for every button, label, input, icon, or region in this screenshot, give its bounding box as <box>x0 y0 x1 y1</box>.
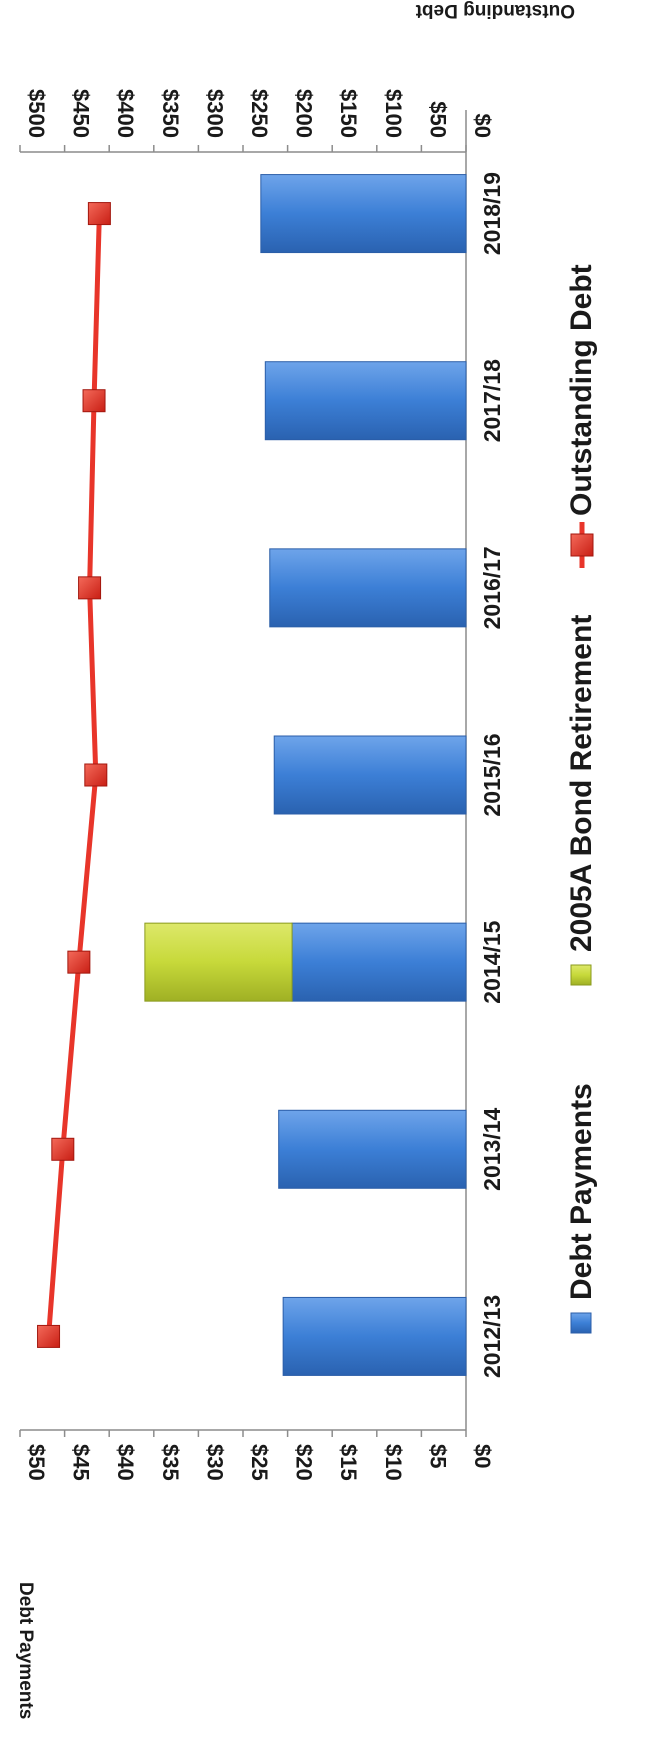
right-axis-tick-label: $200 <box>292 89 317 138</box>
left-axis-tick-label: $10 <box>381 1444 406 1481</box>
outstanding-debt-point <box>67 950 91 974</box>
outstanding-debt-point <box>87 202 111 226</box>
category-label: 2015/16 <box>479 733 505 816</box>
legend-label-outstanding-debt: Outstanding Debt <box>565 264 598 516</box>
outstanding-debt-point <box>84 763 108 787</box>
left-axis-tick-label: $20 <box>292 1444 317 1481</box>
category-label: 2012/13 <box>479 1295 505 1378</box>
legend-label-2005a-bond-retirement: 2005A Bond Retirement <box>565 615 598 952</box>
outstanding-debt-point <box>82 389 106 413</box>
right-axis-tick-label: $400 <box>113 89 138 138</box>
legend-swatch-debt-payments <box>570 1312 592 1334</box>
bar-debt-payments <box>269 548 467 628</box>
left-axis-tick-label: $30 <box>202 1444 227 1481</box>
bar-debt-payments <box>260 174 467 254</box>
left-axis-tick-label: $40 <box>113 1444 138 1481</box>
right-axis-tick-label: $300 <box>202 89 227 138</box>
left-axis-tick-label: $50 <box>24 1444 49 1481</box>
left-axis-tick-label: $45 <box>69 1444 94 1481</box>
right-axis-tick-label: $150 <box>336 89 361 138</box>
bar-debt-payments <box>282 1296 467 1376</box>
category-label: 2018/19 <box>479 172 505 255</box>
right-axis-tick-label: $250 <box>247 89 272 138</box>
bar-debt-payments <box>264 361 467 441</box>
category-label: 2013/14 <box>479 1108 505 1191</box>
left-axis-tick-label: $0 <box>470 1444 495 1468</box>
right-axis-tick-label: $450 <box>69 89 94 138</box>
left-axis-tick-label: $5 <box>425 1444 450 1468</box>
right-axis-tick-label: $0 <box>470 114 495 138</box>
legend-label-debt-payments: Debt Payments <box>565 1083 598 1300</box>
category-label: 2016/17 <box>479 546 505 629</box>
left-axis-title: Debt Payments <box>15 1582 36 1719</box>
bar-debt-payments <box>278 1109 467 1189</box>
legend-swatch-2005a-bond-retirement <box>570 964 592 986</box>
outstanding-debt-point <box>51 1137 75 1161</box>
outstanding-debt-point <box>78 576 102 600</box>
category-label: 2014/15 <box>479 920 505 1003</box>
left-axis-tick-label: $15 <box>336 1444 361 1481</box>
right-axis-tick-label: $350 <box>158 89 183 138</box>
right-axis-tick-label: $100 <box>381 89 406 138</box>
bar-debt-payments <box>273 735 467 815</box>
left-axis-tick-label: $35 <box>158 1444 183 1481</box>
right-axis-tick-label: $50 <box>425 101 450 138</box>
left-axis-tick-label: $25 <box>247 1444 272 1481</box>
bar-2005a-bond-retirement <box>144 922 293 1002</box>
right-axis-title: Outstanding Debt <box>415 0 575 21</box>
outstanding-debt-point <box>37 1324 61 1348</box>
category-label: 2017/18 <box>479 359 505 442</box>
bar-debt-payments <box>291 922 467 1002</box>
legend-swatch-marker-outstanding-debt <box>570 533 594 557</box>
right-axis-tick-label: $500 <box>24 89 49 138</box>
